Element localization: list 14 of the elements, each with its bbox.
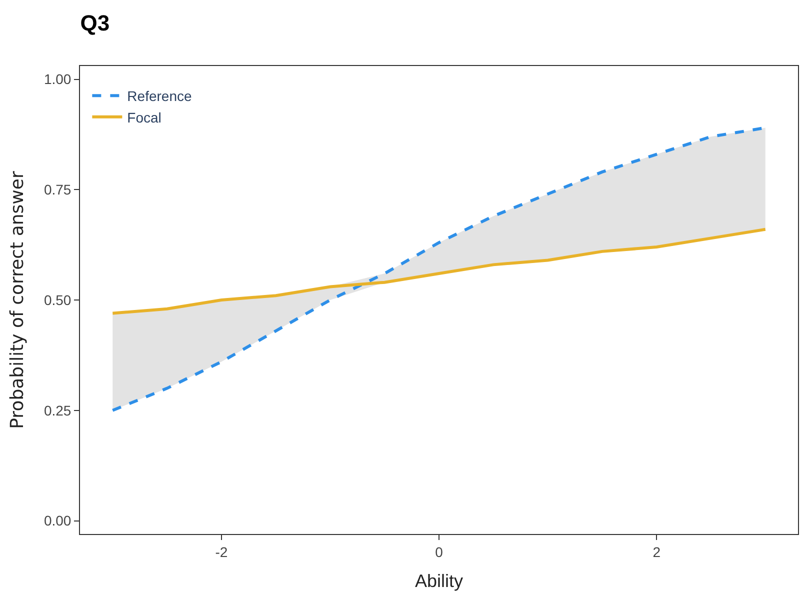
- line-series: [111, 228, 767, 315]
- y-tick-label: 0.25: [44, 402, 72, 418]
- x-tick-label: -2: [215, 544, 228, 560]
- chart-title: Q3: [80, 10, 110, 36]
- y-tick-label: 0.75: [44, 182, 72, 198]
- y-axis-title: Probability of correct answer: [7, 170, 28, 429]
- y-tick-label: 1.00: [44, 71, 72, 88]
- y-tick-label: 0.00: [44, 512, 72, 529]
- x-tick-label: 0: [435, 544, 444, 560]
- legend-label: Focal: [127, 109, 162, 126]
- y-tick-label: 0.50: [44, 292, 72, 308]
- legend-label: Reference: [127, 88, 192, 104]
- x-tick-label: 2: [652, 544, 661, 560]
- x-axis-title: Ability: [414, 570, 464, 591]
